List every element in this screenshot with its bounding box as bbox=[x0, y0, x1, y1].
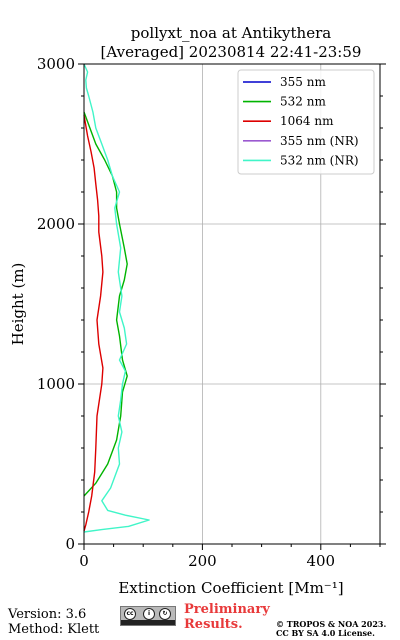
y-tick-label: 3000 bbox=[37, 55, 75, 73]
x-tick-label: 0 bbox=[79, 552, 89, 570]
series-line-2 bbox=[83, 115, 104, 532]
legend-label-1: 532 nm bbox=[280, 95, 326, 109]
series-line-1 bbox=[83, 111, 128, 497]
legend-label-3: 355 nm (NR) bbox=[280, 134, 359, 148]
method-label: Method: Klett bbox=[8, 622, 100, 637]
cc-license-badge: cc i ↻ bbox=[120, 606, 176, 626]
axis-ticks: 0 200 400 0 1000 2000 3000 bbox=[37, 55, 386, 570]
series-layer bbox=[83, 63, 150, 533]
x-tick-label: 400 bbox=[306, 552, 335, 570]
x-tick-label: 200 bbox=[188, 552, 217, 570]
sa-icon: ↻ bbox=[159, 608, 171, 620]
chart-title: pollyxt_noa at Antikythera bbox=[131, 24, 331, 42]
cc-icon: cc bbox=[124, 608, 136, 620]
by-icon: i bbox=[143, 608, 155, 620]
legend-label-0: 355 nm bbox=[280, 75, 326, 89]
extinction-chart: 0 200 400 0 1000 2000 3000 pollyxt_noa at Anti… bbox=[9, 24, 386, 597]
y-tick-label: 1000 bbox=[37, 375, 75, 393]
x-axis-label: Extinction Coefficient [Mm⁻¹] bbox=[118, 579, 343, 597]
y-axis-label: Height (m) bbox=[9, 263, 27, 346]
version-label: Version: 3.6 bbox=[8, 607, 87, 622]
preliminary-results-label: Preliminary Results. bbox=[184, 602, 270, 632]
chart-subtitle: [Averaged] 20230814 22:41-23:59 bbox=[101, 43, 362, 61]
series-line-4 bbox=[83, 63, 150, 533]
legend-label-2: 1064 nm bbox=[280, 114, 334, 128]
copyright-label: © TROPOS & NOA 2023. CC BY SA 4.0 Licens… bbox=[276, 619, 387, 638]
legend: 355 nm 532 nm 1064 nm 355 nm (NR) 532 nm (NR… bbox=[237, 69, 375, 175]
legend-label-4: 532 nm (NR) bbox=[280, 153, 359, 167]
y-tick-label: 0 bbox=[65, 535, 75, 553]
y-tick-label: 2000 bbox=[37, 215, 75, 233]
legend-box bbox=[237, 69, 375, 175]
